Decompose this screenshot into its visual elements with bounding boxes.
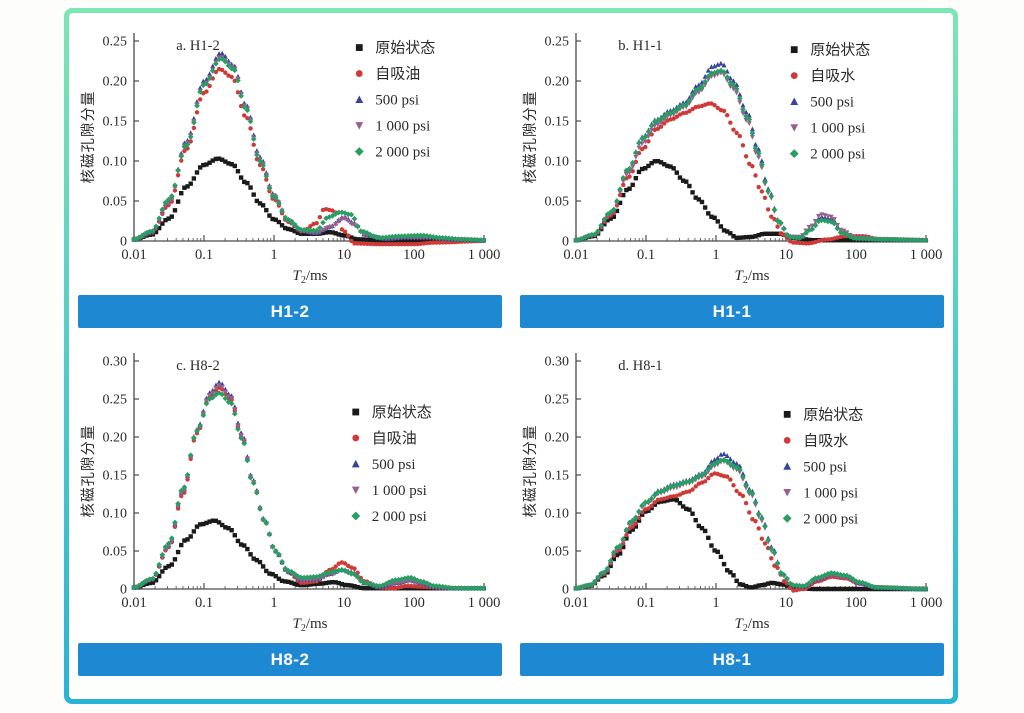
svg-text:0.25: 0.25 <box>103 35 128 50</box>
svg-text:c. H8-2: c. H8-2 <box>176 358 220 374</box>
svg-text:T2/ms: T2/ms <box>292 616 327 634</box>
svg-text:2 000 psi: 2 000 psi <box>375 145 430 161</box>
banner-h1-2: H1-2 <box>78 295 502 328</box>
svg-text:0.15: 0.15 <box>103 469 128 484</box>
svg-text:100: 100 <box>403 247 425 263</box>
svg-text:b. H1-1: b. H1-1 <box>618 38 662 54</box>
banner-h8-2: H8-2 <box>78 643 502 676</box>
svg-text:核磁孔隙分量: 核磁孔隙分量 <box>80 91 97 184</box>
panel-d-cell: 0 0.05 0.10 0.15 0.20 0.25 0.30 0.01 0.1 1 10 100 1 … <box>520 341 944 676</box>
svg-text:0.05: 0.05 <box>103 545 128 560</box>
panel-b-cell: 0 0.05 0.10 0.15 0.20 0.25 0.01 0.1 1 10 100 1 000 T… <box>520 21 944 328</box>
banner-h1-1: H1-1 <box>520 295 944 328</box>
svg-text:T2/ms: T2/ms <box>292 268 327 286</box>
figure-frame-inner: 0 0.05 0.10 0.15 0.20 0.25 0.01 0.1 1 10 100 1 000 T… <box>69 13 953 699</box>
svg-text:1 000: 1 000 <box>468 595 501 611</box>
figure-frame: 0 0.05 0.10 0.15 0.20 0.25 0.01 0.1 1 10 100 1 000 T… <box>64 8 958 704</box>
svg-text:0.30: 0.30 <box>545 355 570 370</box>
svg-text:核磁孔隙分量: 核磁孔隙分量 <box>522 91 539 184</box>
svg-text:0.01: 0.01 <box>563 595 588 611</box>
svg-text:100: 100 <box>845 595 867 611</box>
svg-text:0.05: 0.05 <box>545 195 570 210</box>
panel-a-cell: 0 0.05 0.10 0.15 0.20 0.25 0.01 0.1 1 10 100 1 000 T… <box>78 21 502 328</box>
svg-text:核磁孔隙分量: 核磁孔隙分量 <box>522 425 539 518</box>
svg-text:2 000 psi: 2 000 psi <box>810 147 865 163</box>
svg-text:100: 100 <box>845 247 867 263</box>
svg-text:d. H8-1: d. H8-1 <box>618 358 662 374</box>
svg-text:1: 1 <box>712 247 719 263</box>
svg-text:10: 10 <box>779 595 794 611</box>
svg-text:1 000: 1 000 <box>468 247 501 263</box>
svg-text:100: 100 <box>403 595 425 611</box>
svg-text:0.01: 0.01 <box>563 247 588 263</box>
svg-text:500 psi: 500 psi <box>375 93 419 109</box>
svg-text:0.1: 0.1 <box>637 595 655 611</box>
svg-text:1 000: 1 000 <box>910 247 943 263</box>
svg-text:0.10: 0.10 <box>545 155 570 170</box>
svg-text:核磁孔隙分量: 核磁孔隙分量 <box>80 425 97 518</box>
svg-text:原始状态: 原始状态 <box>372 404 432 421</box>
chart-h1-1: 0 0.05 0.10 0.15 0.20 0.25 0.01 0.1 1 10 100 1 000 T… <box>520 21 944 293</box>
svg-text:原始状态: 原始状态 <box>810 42 870 59</box>
svg-text:0.01: 0.01 <box>121 247 146 263</box>
svg-text:a. H1-2: a. H1-2 <box>176 38 220 54</box>
svg-text:0.01: 0.01 <box>121 595 146 611</box>
svg-text:0.05: 0.05 <box>103 195 128 210</box>
svg-text:2 000 psi: 2 000 psi <box>803 511 858 527</box>
svg-text:原始状态: 原始状态 <box>803 406 863 423</box>
svg-text:0.20: 0.20 <box>103 431 128 446</box>
svg-text:0.10: 0.10 <box>545 507 570 522</box>
svg-text:10: 10 <box>337 595 352 611</box>
svg-text:0.30: 0.30 <box>103 355 128 370</box>
svg-text:0.15: 0.15 <box>545 469 570 484</box>
svg-text:0.20: 0.20 <box>103 75 128 90</box>
svg-text:0: 0 <box>562 583 569 598</box>
banner-h8-1: H8-1 <box>520 643 944 676</box>
svg-text:1: 1 <box>270 595 277 611</box>
svg-text:T2/ms: T2/ms <box>734 268 769 286</box>
svg-text:自吸油: 自吸油 <box>372 430 417 447</box>
chart-h8-1: 0 0.05 0.10 0.15 0.20 0.25 0.30 0.01 0.1 1 10 100 1 … <box>520 341 944 641</box>
svg-text:500 psi: 500 psi <box>810 95 854 111</box>
svg-text:1 000 psi: 1 000 psi <box>810 121 865 137</box>
svg-text:自吸水: 自吸水 <box>810 68 855 85</box>
svg-text:0.25: 0.25 <box>545 393 570 408</box>
svg-text:0.10: 0.10 <box>103 507 128 522</box>
panel-c-cell: 0 0.05 0.10 0.15 0.20 0.25 0.30 0.01 0.1 1 10 100 1 … <box>78 341 502 676</box>
svg-text:1 000 psi: 1 000 psi <box>375 119 430 135</box>
svg-text:500 psi: 500 psi <box>803 459 847 475</box>
svg-text:10: 10 <box>337 247 352 263</box>
svg-text:自吸油: 自吸油 <box>375 66 420 83</box>
svg-text:1: 1 <box>712 595 719 611</box>
chart-grid: 0 0.05 0.10 0.15 0.20 0.25 0.01 0.1 1 10 100 1 000 T… <box>78 21 944 676</box>
svg-text:0.1: 0.1 <box>195 247 213 263</box>
svg-text:0.1: 0.1 <box>195 595 213 611</box>
svg-text:T2/ms: T2/ms <box>734 616 769 634</box>
chart-h8-2: 0 0.05 0.10 0.15 0.20 0.25 0.30 0.01 0.1 1 10 100 1 … <box>78 341 502 641</box>
svg-text:1: 1 <box>270 247 277 263</box>
svg-text:0.10: 0.10 <box>103 155 128 170</box>
svg-text:0.25: 0.25 <box>103 393 128 408</box>
svg-text:0.05: 0.05 <box>545 545 570 560</box>
svg-text:0.1: 0.1 <box>637 247 655 263</box>
svg-text:0.15: 0.15 <box>103 115 128 130</box>
svg-text:原始状态: 原始状态 <box>375 40 435 57</box>
svg-text:0.25: 0.25 <box>545 35 570 50</box>
svg-text:1 000 psi: 1 000 psi <box>803 485 858 501</box>
svg-text:0: 0 <box>120 235 127 250</box>
svg-text:10: 10 <box>779 247 794 263</box>
svg-text:1 000: 1 000 <box>910 595 943 611</box>
svg-text:0.15: 0.15 <box>545 115 570 130</box>
chart-h1-2: 0 0.05 0.10 0.15 0.20 0.25 0.01 0.1 1 10 100 1 000 T… <box>78 21 502 293</box>
svg-text:0.20: 0.20 <box>545 431 570 446</box>
svg-text:0: 0 <box>120 583 127 598</box>
svg-text:500 psi: 500 psi <box>372 457 416 473</box>
svg-text:0: 0 <box>562 235 569 250</box>
svg-text:1 000 psi: 1 000 psi <box>372 483 427 499</box>
svg-text:0.20: 0.20 <box>545 75 570 90</box>
svg-text:自吸水: 自吸水 <box>803 432 848 449</box>
svg-text:2 000 psi: 2 000 psi <box>372 509 427 525</box>
